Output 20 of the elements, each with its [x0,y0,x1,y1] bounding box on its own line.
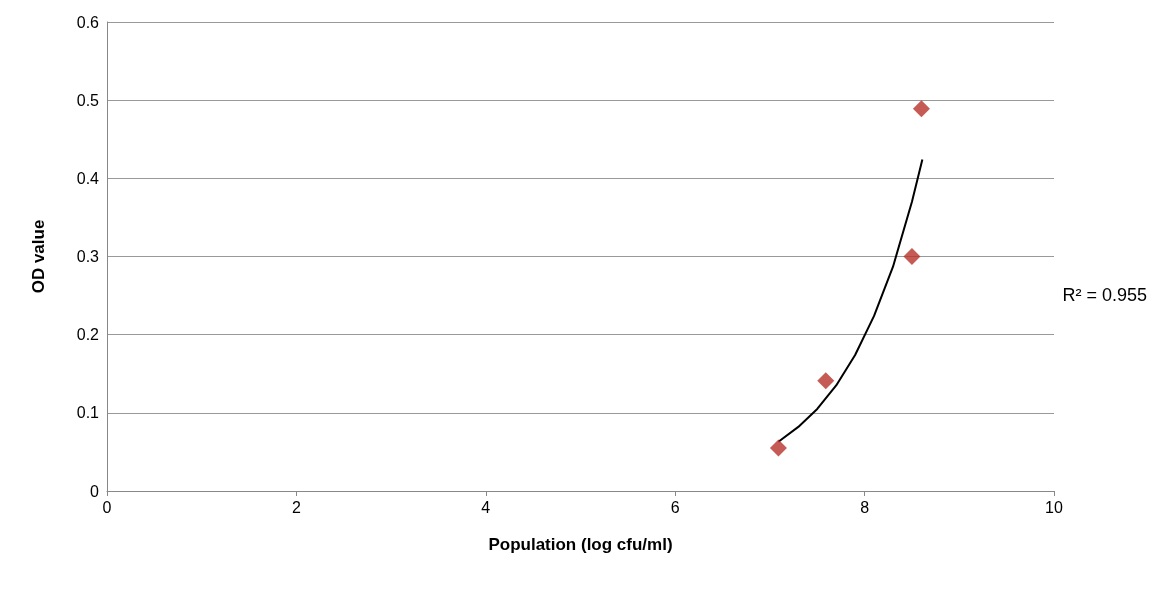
y-tick-label: 0.6 [76,13,100,31]
x-tick-label: 2 [291,498,301,516]
x-tick-label: 6 [670,498,680,516]
y-axis-title: OD value [29,219,48,294]
x-tick-label: 10 [1045,498,1063,516]
y-tick-label: 0 [90,482,100,500]
y-tick-label: 0.1 [76,404,100,422]
y-tick-label: 0.5 [76,91,100,109]
x-tick-label: 8 [860,498,870,516]
text: R² = 0.955 [1062,285,1148,305]
point [817,372,835,390]
x-tick-label: 0 [102,498,112,516]
x-axis-title: Population (log cfu/ml) [488,535,673,554]
point [912,100,930,118]
y-tick-label: 0.4 [76,169,100,187]
point [769,439,787,457]
y-tick-label: 0.3 [76,248,100,265]
x-tick-label: 4 [481,498,491,516]
point [903,248,921,265]
y-tick-label: 0.2 [76,326,100,344]
